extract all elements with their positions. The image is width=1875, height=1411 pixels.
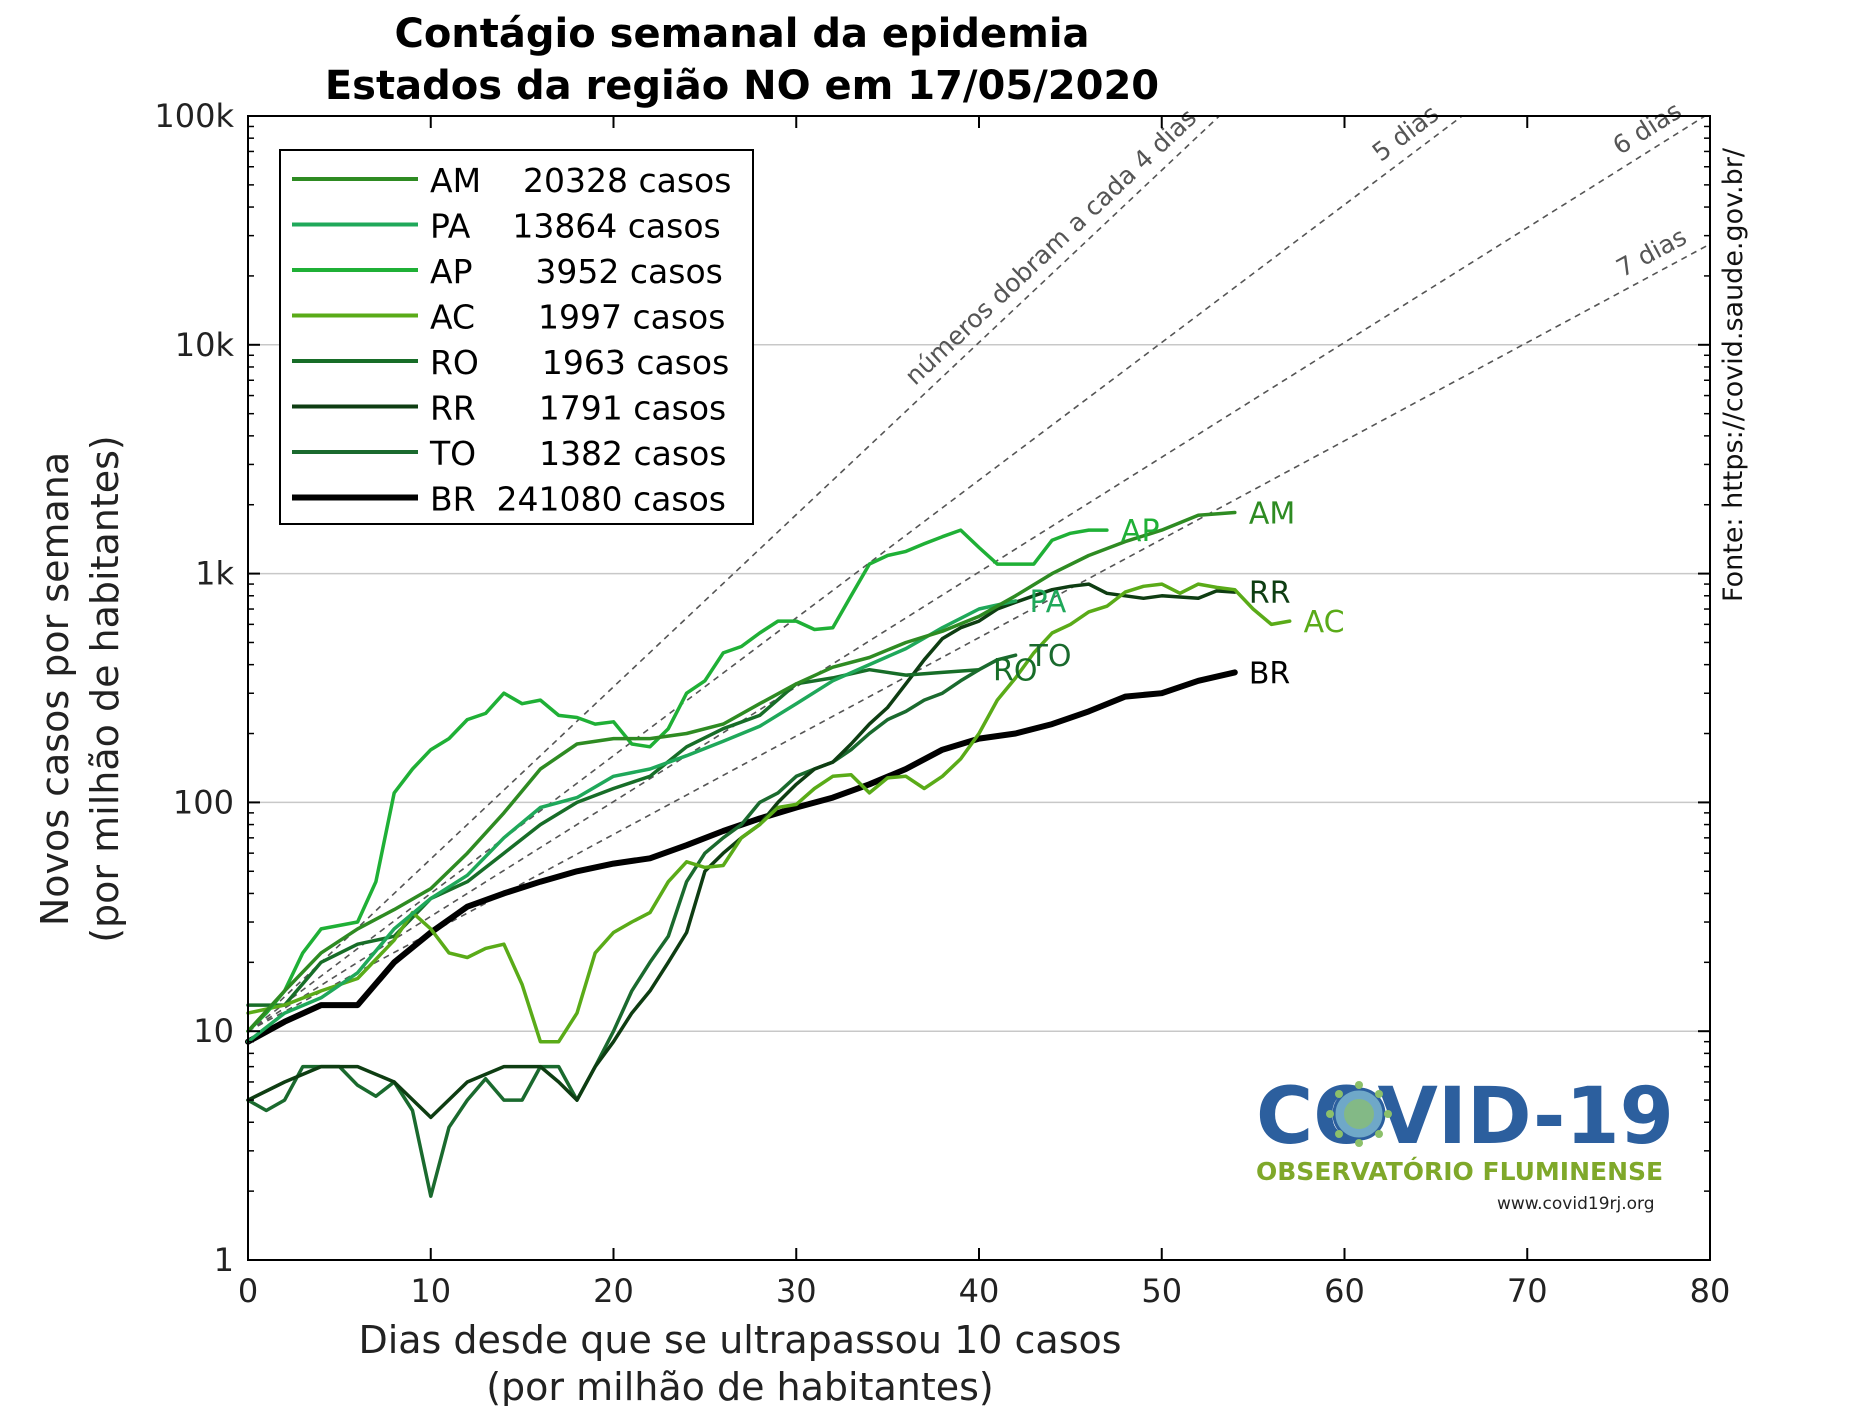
logo-url: www.covid19rj.org <box>1497 1194 1655 1214</box>
legend-entry-RO: RO 1963 casos <box>430 343 729 382</box>
covid19-logo: COVID-19 OBSERVATÓRIO FLUMINENSE www.cov… <box>1256 1072 1674 1214</box>
virus-icon <box>1326 1081 1392 1147</box>
chart-title-line1: Contágio semanal da epidemia <box>394 11 1089 57</box>
doubling-line-5-days <box>247 115 1463 1032</box>
legend-entry-RR: RR 1791 casos <box>430 389 726 428</box>
x-tick-label-50: 50 <box>1141 1272 1182 1310</box>
legend: AM 20328 casos PA 13864 casos AP 3952 caso… <box>279 149 754 525</box>
y-tick-label-100: 100 <box>173 783 234 821</box>
y-tick-label-10: 10 <box>193 1012 234 1050</box>
end-label-AC: AC <box>1304 605 1345 640</box>
x-tick-label-10: 10 <box>410 1272 451 1310</box>
legend-entry-TO: TO 1382 casos <box>429 434 726 473</box>
series-line-TO <box>246 653 1018 1198</box>
chart-title-line2: Estados da região NO em 17/05/2020 <box>325 63 1159 109</box>
end-label-BR: BR <box>1249 656 1290 691</box>
x-tick-label-20: 20 <box>593 1272 634 1310</box>
x-tick-label-60: 60 <box>1324 1272 1365 1310</box>
y-tick-label-1: 1 <box>214 1241 234 1279</box>
series-line-AP <box>246 528 1109 1033</box>
series-line-RO <box>246 667 981 1007</box>
doubling-line-4-days <box>247 115 1220 1032</box>
series-line-AC <box>246 582 1292 1044</box>
series-end-labels: AM PA AP AC RO RR TO BR <box>993 496 1345 691</box>
doubling-line-6-days <box>247 115 1706 1032</box>
x-axis-label-line1: Dias desde que se ultrapassou 10 casos <box>358 1318 1121 1362</box>
end-label-RO: RO <box>993 654 1037 689</box>
y-tick-label-1k: 1k <box>195 555 234 593</box>
end-label-AP: AP <box>1121 514 1160 549</box>
y-axis-label-line2: (por milhão de habitantes) <box>83 435 127 943</box>
x-tick-label-70: 70 <box>1507 1272 1548 1310</box>
end-label-PA: PA <box>1030 585 1067 620</box>
x-tick-label-30: 30 <box>776 1272 817 1310</box>
y-tick-label-10k: 10k <box>175 326 235 364</box>
logo-subtitle: OBSERVATÓRIO FLUMINENSE <box>1256 1156 1663 1186</box>
legend-entry-BR: BR 241080 casos <box>430 480 726 519</box>
x-tick-label-0: 0 <box>238 1272 258 1310</box>
legend-entry-AP: AP 3952 casos <box>430 252 723 291</box>
end-label-TO: TO <box>1029 639 1072 674</box>
legend-entry-PA: PA 13864 casos <box>430 207 721 246</box>
series-line-PA <box>246 599 1018 1044</box>
logo-main-text: COVID-19 <box>1256 1072 1674 1162</box>
y-axis-label-line1: Novos casos por semana <box>33 452 77 926</box>
legend-entry-AC: AC 1997 casos <box>430 298 725 337</box>
legend-entry-AM: AM 20328 casos <box>430 161 731 200</box>
series-line-RR <box>246 582 1237 1120</box>
end-label-RR: RR <box>1249 576 1291 611</box>
x-tick-label-80: 80 <box>1690 1272 1731 1310</box>
series-lines <box>245 510 1292 1198</box>
series-line-AM <box>246 510 1237 1033</box>
y-tick-label-100k: 100k <box>154 97 234 135</box>
axis-ticks: 1 10 100 1k 10k 100k 0 10 20 30 40 50 60 70 80 <box>154 97 1730 1310</box>
x-axis-label-line2: (por milhão de habitantes) <box>486 1365 994 1406</box>
source-label: Fonte: https://covid.saude.gov.br/ <box>1718 147 1749 602</box>
x-tick-label-40: 40 <box>959 1272 1000 1310</box>
end-label-AM: AM <box>1249 496 1295 531</box>
legend-box <box>279 149 754 525</box>
